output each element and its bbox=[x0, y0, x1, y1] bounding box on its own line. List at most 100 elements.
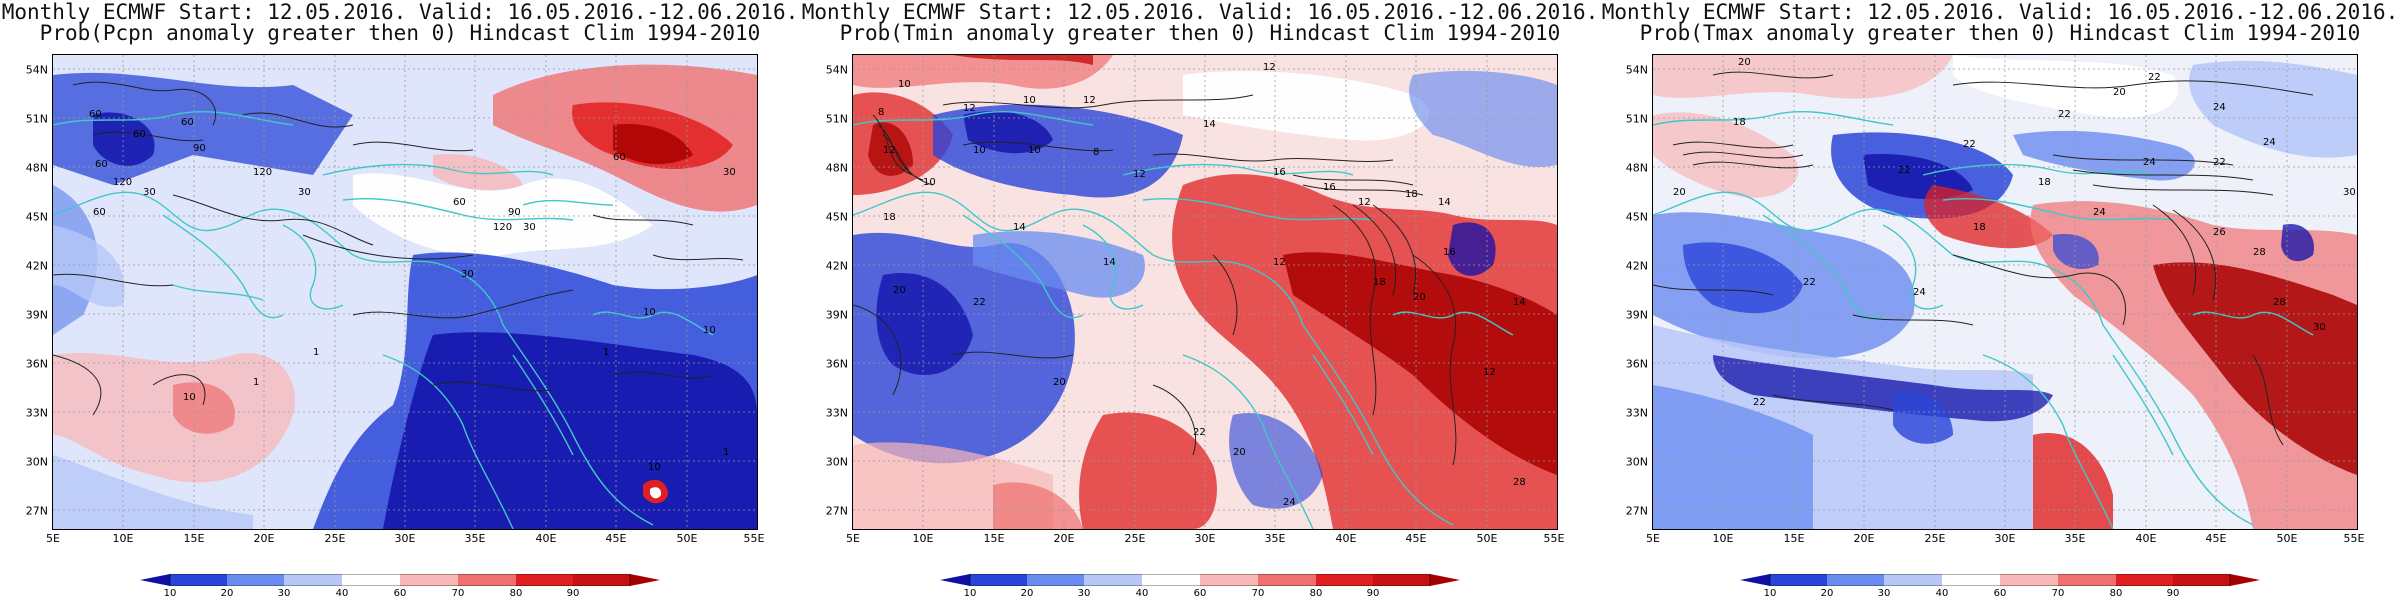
contour-label: 14 bbox=[1103, 257, 1116, 268]
contour-label: 22 bbox=[1803, 277, 1816, 288]
lat-tick: 51N bbox=[825, 112, 848, 126]
contour-label: 10 bbox=[183, 392, 196, 403]
contour-label: 1 bbox=[313, 347, 319, 358]
lat-tick: 54N bbox=[1625, 63, 1648, 77]
contour-label: 28 bbox=[2253, 247, 2266, 258]
lat-tick: 30N bbox=[1625, 455, 1648, 469]
colorbar-tick: 30 bbox=[1877, 588, 1891, 599]
lon-tick: 45E bbox=[2205, 532, 2227, 545]
contour-label: 12 bbox=[1133, 169, 1146, 180]
contour-label: 12 bbox=[883, 145, 896, 156]
lon-tick: 50E bbox=[2276, 532, 2298, 545]
contour-label: 10 bbox=[648, 462, 661, 473]
lat-tick: 42N bbox=[25, 259, 48, 273]
lat-tick: 42N bbox=[1625, 259, 1648, 273]
lon-tick: 25E bbox=[1924, 532, 1946, 545]
lat-tick: 39N bbox=[1625, 308, 1648, 322]
lat-tick: 39N bbox=[25, 308, 48, 322]
lon-tick: 10E bbox=[1712, 532, 1734, 545]
panel-title-line2: Prob(Pcpn anomaly greater then 0) Hindca… bbox=[39, 21, 761, 45]
lon-tick: 10E bbox=[112, 532, 134, 545]
colorbar-tick: 90 bbox=[2166, 588, 2180, 599]
contour-label: 12 bbox=[1483, 367, 1496, 378]
lat-tick: 54N bbox=[825, 63, 848, 77]
probability-map: 20 22 20 24 18 22 22 22 24 18 24 22 20 1… bbox=[1652, 54, 2358, 530]
contour-label: 24 bbox=[1283, 497, 1296, 508]
lon-tick: 50E bbox=[1476, 532, 1498, 545]
lon-tick: 30E bbox=[1194, 532, 1216, 545]
contour-label: 30 bbox=[523, 222, 536, 233]
contour-label: 60 bbox=[95, 159, 108, 170]
contour-label: 10 bbox=[1023, 95, 1036, 106]
lat-tick: 36N bbox=[25, 357, 48, 371]
colorbar-tick: 90 bbox=[1366, 588, 1380, 599]
panel-title-line2: Prob(Tmax anomaly greater then 0) Hindca… bbox=[1639, 21, 2361, 45]
colorbar-tick: 70 bbox=[451, 588, 465, 599]
lat-tick: 33N bbox=[1625, 406, 1648, 420]
contour-label: 24 bbox=[1913, 287, 1926, 298]
lat-tick: 54N bbox=[25, 63, 48, 77]
lon-tick: 40E bbox=[535, 532, 557, 545]
colorbar-tick: 70 bbox=[2051, 588, 2065, 599]
lon-tick: 15E bbox=[983, 532, 1005, 545]
contour-label: 120 bbox=[113, 177, 132, 188]
panel-title-line2: Prob(Tmin anomaly greater then 0) Hindca… bbox=[839, 21, 1561, 45]
colorbar-tick: 80 bbox=[2109, 588, 2123, 599]
colorbar-tick: 10 bbox=[963, 588, 977, 599]
contour-label: 30 bbox=[298, 187, 311, 198]
contour-label: 18 bbox=[1733, 117, 1746, 128]
contour-label: 22 bbox=[973, 297, 986, 308]
lat-tick: 48N bbox=[25, 161, 48, 175]
contour-label: 60 bbox=[181, 117, 194, 128]
lon-tick: 50E bbox=[676, 532, 698, 545]
panel-title-line1: Monthly ECMWF Start: 12.05.2016. Valid: … bbox=[801, 0, 1599, 24]
panel-title-line1: Monthly ECMWF Start: 12.05.2016. Valid: … bbox=[1601, 0, 2399, 24]
lat-tick: 51N bbox=[25, 112, 48, 126]
lon-tick: 25E bbox=[324, 532, 346, 545]
contour-label: 18 bbox=[2038, 177, 2051, 188]
precip-panel: Monthly ECMWF Start: 12.05.2016. Valid: … bbox=[0, 0, 800, 600]
contour-label: 18 bbox=[1373, 277, 1386, 288]
contour-label: 60 bbox=[133, 129, 146, 140]
contour-label: 14 bbox=[1203, 119, 1216, 130]
colorbar-tick: 20 bbox=[1020, 588, 1034, 599]
lon-tick: 45E bbox=[605, 532, 627, 545]
colorbar-tick: 60 bbox=[1993, 588, 2007, 599]
contour-label: 20 bbox=[893, 285, 906, 296]
panel-title-line1: Monthly ECMWF Start: 12.05.2016. Valid: … bbox=[1, 0, 799, 24]
contour-label: 10 bbox=[923, 177, 936, 188]
colorbar-tick: 80 bbox=[1309, 588, 1323, 599]
contour-label: 10 bbox=[973, 145, 986, 156]
contour-label: 20 bbox=[1738, 57, 1751, 68]
lon-tick: 5E bbox=[1646, 532, 1660, 545]
contour-label: 10 bbox=[703, 325, 716, 336]
contour-label: 20 bbox=[2113, 87, 2126, 98]
map-svg: 60 60 60 90 60 120 30 60 120 30 60 90 30… bbox=[53, 55, 757, 529]
colorbar-tick: 40 bbox=[335, 588, 349, 599]
lat-tick: 27N bbox=[1625, 504, 1648, 518]
lat-tick: 42N bbox=[825, 259, 848, 273]
map-svg: 20 22 20 24 18 22 22 22 24 18 24 22 20 1… bbox=[1653, 55, 2357, 529]
contour-label: 24 bbox=[2263, 137, 2276, 148]
colorbar-tick: 80 bbox=[509, 588, 523, 599]
contour-label: 10 bbox=[1028, 145, 1041, 156]
contour-label: 28 bbox=[1513, 477, 1526, 488]
contour-label: 60 bbox=[93, 207, 106, 218]
colorbar-tick: 60 bbox=[393, 588, 407, 599]
lon-tick: 5E bbox=[846, 532, 860, 545]
contour-label: 24 bbox=[2143, 157, 2156, 168]
contour-label: 22 bbox=[2058, 109, 2071, 120]
lon-tick: 40E bbox=[2135, 532, 2157, 545]
contour-label: 1 bbox=[723, 447, 729, 458]
contour-label: 120 bbox=[493, 222, 512, 233]
colorbar-tick: 10 bbox=[1763, 588, 1777, 599]
contour-label: 8 bbox=[878, 107, 884, 118]
contour-label: 18 bbox=[883, 212, 896, 223]
contour-label: 60 bbox=[613, 152, 626, 163]
lon-tick: 20E bbox=[1853, 532, 1875, 545]
contour-label: 22 bbox=[1963, 139, 1976, 150]
lon-tick: 15E bbox=[183, 532, 205, 545]
lat-tick: 45N bbox=[1625, 210, 1648, 224]
lat-tick: 51N bbox=[1625, 112, 1648, 126]
contour-label: 28 bbox=[2273, 297, 2286, 308]
